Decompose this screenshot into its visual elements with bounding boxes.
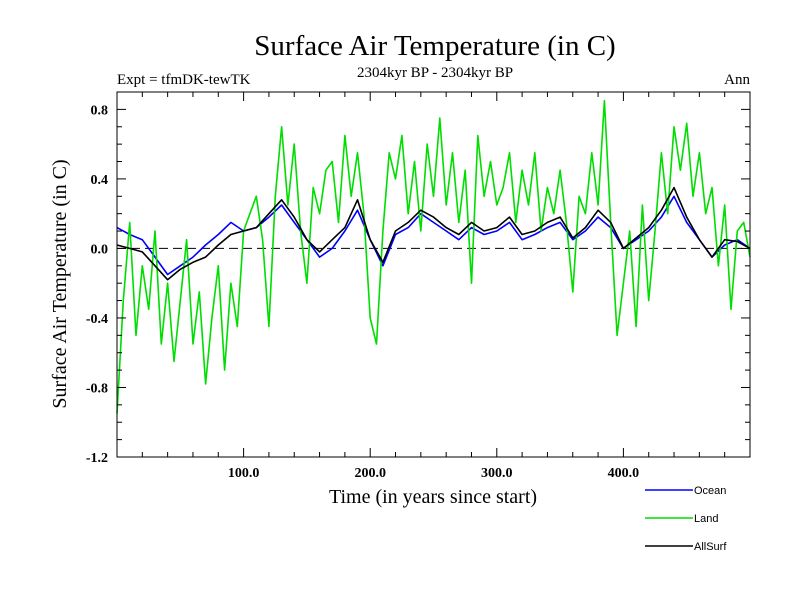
y-tick-label: 0.4 bbox=[91, 173, 109, 188]
experiment-label: Expt = tfmDK-tewTK bbox=[117, 72, 251, 88]
y-tick-label: -0.4 bbox=[86, 312, 108, 327]
legend-label-land: Land bbox=[694, 513, 718, 525]
chart-subtitle: 2304kyr BP - 2304kyr BP bbox=[357, 65, 513, 81]
x-tick-label: 300.0 bbox=[481, 466, 513, 481]
y-tick-label: 0.8 bbox=[91, 103, 109, 118]
y-tick-label: 0.0 bbox=[91, 242, 109, 257]
x-tick-label: 200.0 bbox=[354, 466, 386, 481]
plot-frame bbox=[116, 91, 751, 458]
series-line-allsurf bbox=[116, 186, 751, 281]
chart-title: Surface Air Temperature (in C) bbox=[254, 30, 615, 62]
legend-label-ocean: Ocean bbox=[694, 485, 726, 497]
x-tick-label: 100.0 bbox=[228, 466, 260, 481]
x-tick-label: 400.0 bbox=[608, 466, 640, 481]
series-line-land bbox=[116, 99, 751, 414]
x-axis-label: Time (in years since start) bbox=[329, 486, 537, 508]
y-tick-label: -1.2 bbox=[86, 451, 108, 466]
y-axis-label: Surface Air Temperature (in C) bbox=[49, 159, 71, 408]
legend-label-allsurf: AllSurf bbox=[694, 541, 727, 553]
y-tick-label: -0.8 bbox=[86, 381, 108, 396]
legend: Ocean Land AllSurf bbox=[645, 485, 727, 553]
plot-area: 100.0 200.0 300.0 400.0 -1.2 -0.8 -0.4 0.0 0.4 0.… bbox=[86, 91, 751, 481]
season-label: Ann bbox=[724, 72, 750, 88]
